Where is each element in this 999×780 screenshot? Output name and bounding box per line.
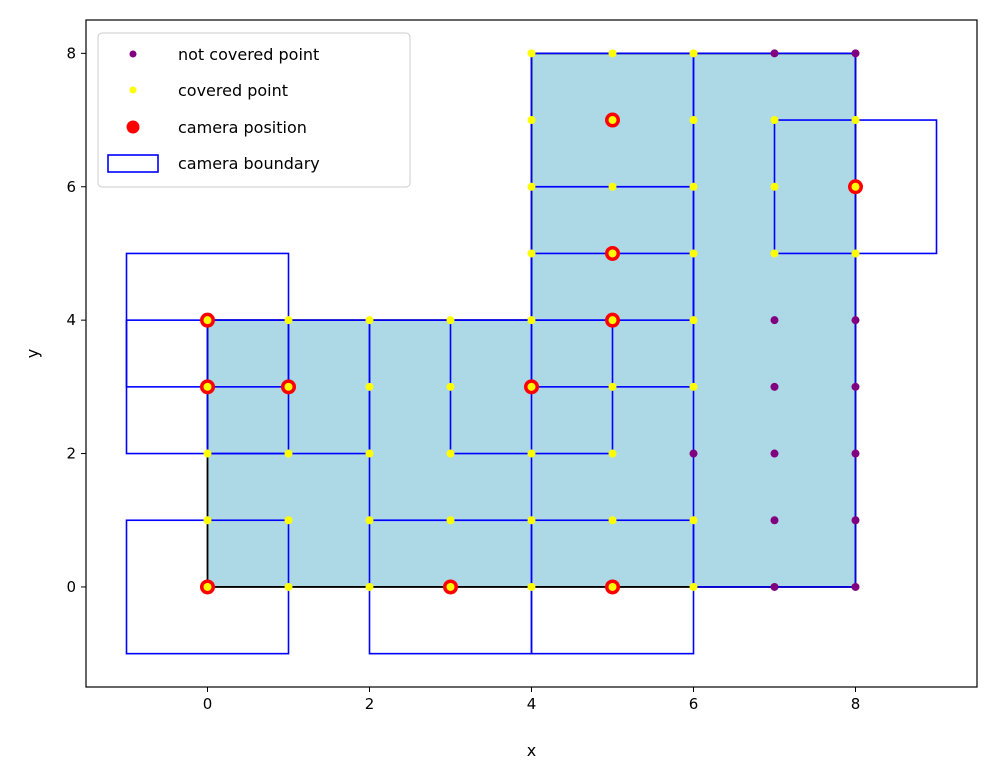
covered-point xyxy=(689,382,698,391)
legend-box xyxy=(97,32,411,188)
covered-point xyxy=(689,49,698,58)
legend-label: not covered point xyxy=(178,45,319,64)
covered-point xyxy=(770,182,779,191)
covered-point xyxy=(608,382,617,391)
covered-point xyxy=(284,582,293,591)
not-covered-point xyxy=(851,582,860,591)
covered-point xyxy=(284,382,293,391)
covered-point xyxy=(851,116,860,125)
x-axis-label: x xyxy=(527,741,536,760)
covered-point xyxy=(608,316,617,325)
covered-point xyxy=(608,182,617,191)
covered-point xyxy=(365,382,374,391)
x-tick-label: 8 xyxy=(851,695,861,713)
covered-point xyxy=(203,449,212,458)
covered-point xyxy=(446,516,455,525)
covered-point xyxy=(527,382,536,391)
covered-point xyxy=(284,449,293,458)
not-covered-point xyxy=(851,382,860,391)
points-layer xyxy=(200,49,863,595)
x-tick-label: 6 xyxy=(689,695,699,713)
legend-label: camera position xyxy=(178,118,307,137)
covered-point xyxy=(284,316,293,325)
covered-point xyxy=(446,382,455,391)
covered-point xyxy=(689,582,698,591)
y-axis-ticks: 0 2 4 6 8 xyxy=(66,44,86,596)
covered-point xyxy=(365,582,374,591)
legend-marker xyxy=(107,154,159,173)
covered-point xyxy=(608,49,617,58)
y-tick-label: 2 xyxy=(66,445,76,463)
covered-point xyxy=(770,116,779,125)
covered-point xyxy=(527,449,536,458)
not-covered-point xyxy=(770,382,779,391)
not-covered-point xyxy=(851,316,860,325)
covered-point xyxy=(203,316,212,325)
not-covered-point xyxy=(770,516,779,525)
not-covered-point xyxy=(770,316,779,325)
covered-point xyxy=(284,516,293,525)
x-tick-label: 2 xyxy=(365,695,375,713)
covered-point xyxy=(608,582,617,591)
covered-point xyxy=(203,382,212,391)
covered-point xyxy=(527,249,536,258)
covered-point xyxy=(527,49,536,58)
not-covered-point xyxy=(770,582,779,591)
y-axis-label: y xyxy=(23,349,42,358)
y-tick-label: 6 xyxy=(66,178,76,196)
legend-label: camera boundary xyxy=(178,154,320,173)
x-tick-label: 4 xyxy=(527,695,537,713)
not-covered-point xyxy=(689,449,698,458)
covered-point xyxy=(365,449,374,458)
not-covered-point xyxy=(851,49,860,58)
x-axis-ticks: 0 2 4 6 8 xyxy=(203,687,861,713)
not-covered-point xyxy=(770,49,779,58)
y-tick-label: 4 xyxy=(66,311,76,329)
covered-point xyxy=(770,249,779,258)
covered-point xyxy=(608,116,617,125)
covered-point xyxy=(689,249,698,258)
legend-label: covered point xyxy=(178,81,288,100)
legend-marker xyxy=(129,50,137,58)
covered-point xyxy=(365,516,374,525)
covered-point xyxy=(527,116,536,125)
not-covered-point xyxy=(851,516,860,525)
covered-point xyxy=(851,249,860,258)
covered-point xyxy=(608,449,617,458)
y-tick-label: 8 xyxy=(66,44,76,62)
covered-point xyxy=(527,316,536,325)
covered-point xyxy=(689,516,698,525)
covered-point xyxy=(608,516,617,525)
covered-point xyxy=(527,582,536,591)
covered-point xyxy=(365,316,374,325)
covered-point xyxy=(689,316,698,325)
covered-point xyxy=(608,249,617,258)
covered-point xyxy=(203,516,212,525)
covered-point xyxy=(689,116,698,125)
covered-point xyxy=(203,582,212,591)
covered-point xyxy=(527,516,536,525)
not-covered-point xyxy=(770,449,779,458)
x-tick-label: 0 xyxy=(203,695,213,713)
covered-point xyxy=(446,449,455,458)
covered-point xyxy=(446,316,455,325)
covered-point xyxy=(689,182,698,191)
legend: not covered point covered point camera pos… xyxy=(97,32,411,188)
y-tick-label: 0 xyxy=(66,578,76,596)
legend-marker xyxy=(126,120,140,134)
covered-point xyxy=(527,182,536,191)
covered-point xyxy=(851,182,860,191)
covered-point xyxy=(446,582,455,591)
legend-marker xyxy=(129,86,137,94)
not-covered-point xyxy=(851,449,860,458)
